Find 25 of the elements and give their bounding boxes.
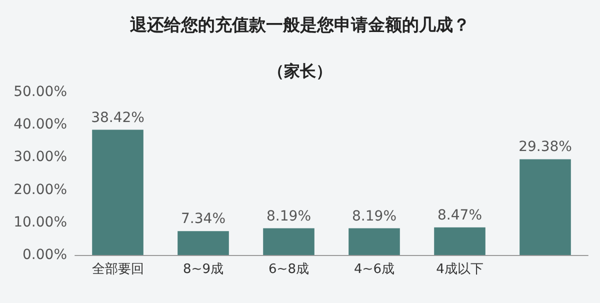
data-label: 29.38%	[518, 139, 572, 156]
y-tick-label: 30.00%	[14, 149, 67, 166]
x-tick-label: 全部要回	[92, 262, 144, 277]
chart-subtitle: （家长）	[268, 62, 332, 80]
y-tick-label: 50.00%	[14, 84, 67, 100]
bar	[263, 228, 314, 255]
data-label: 8.19%	[266, 208, 311, 224]
chart-title: 退还给您的充值款一般是您申请金额的几成？	[129, 16, 470, 36]
data-label: 8.19%	[352, 208, 396, 224]
y-tick-label: 0.00%	[22, 247, 67, 263]
bar	[520, 159, 571, 255]
data-label: 38.42%	[91, 110, 144, 126]
y-tick-label: 20.00%	[14, 182, 67, 198]
data-label: 8.47%	[438, 207, 482, 224]
bar	[348, 228, 400, 255]
x-tick-label: 6~8成	[268, 262, 309, 277]
x-tick-label: 8~9成	[183, 262, 224, 277]
bar	[434, 227, 486, 255]
data-label: 7.34%	[181, 211, 226, 228]
bar	[178, 231, 229, 255]
bar	[92, 130, 144, 255]
y-tick-label: 10.00%	[14, 214, 67, 230]
x-tick-label: 4成以下	[436, 262, 484, 277]
y-tick-label: 40.00%	[14, 116, 67, 133]
x-tick-label: 4~6成	[354, 262, 394, 277]
